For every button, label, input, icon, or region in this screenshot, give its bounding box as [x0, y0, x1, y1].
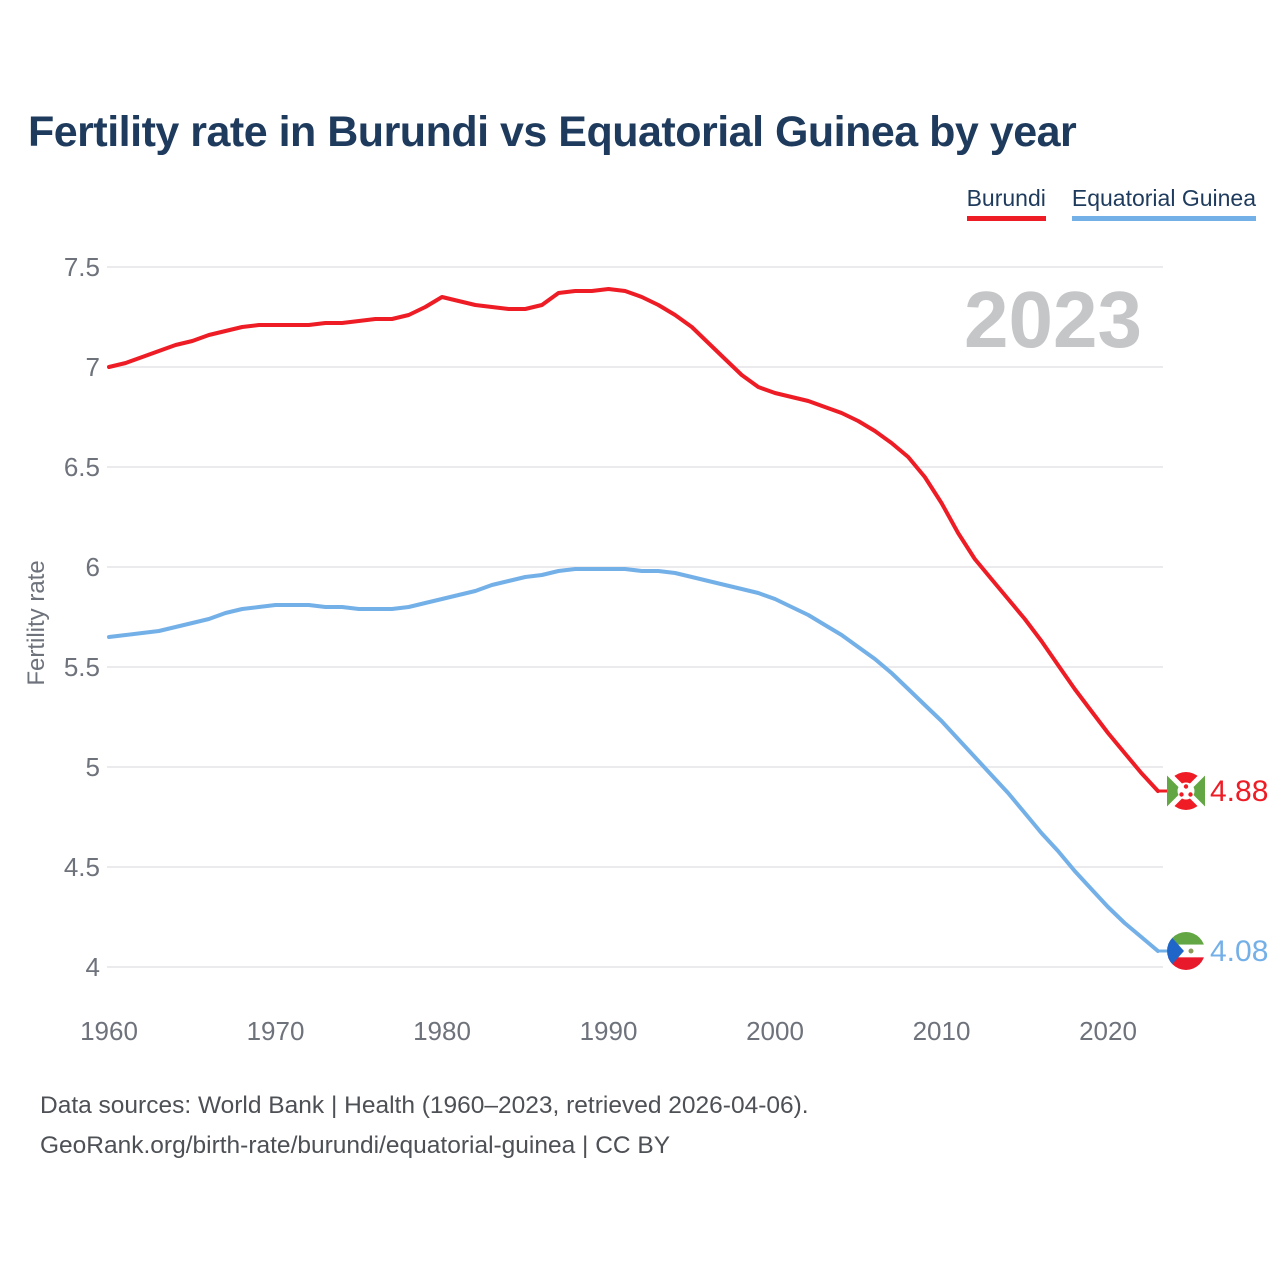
- flag-left: [1167, 772, 1186, 810]
- x-tick-label: 2020: [1079, 1016, 1137, 1046]
- x-tick-label: 1990: [580, 1016, 638, 1046]
- footer-sources: Data sources: World Bank | Health (1960–…: [40, 1092, 809, 1119]
- y-axis-title: Fertility rate: [23, 560, 50, 685]
- flag-star: [1179, 792, 1184, 797]
- flag-right: [1186, 772, 1205, 810]
- equatorial-guinea-end-value: 4.08: [1210, 935, 1268, 968]
- x-tick-label: 1970: [247, 1016, 305, 1046]
- y-tick-label: 5: [86, 752, 100, 782]
- y-tick-label: 7: [86, 352, 100, 382]
- y-tick-label: 4: [86, 952, 100, 982]
- y-tick-label: 6: [86, 552, 100, 582]
- flag-triangle: [1167, 932, 1184, 970]
- burundi-line: [107, 287, 1160, 793]
- x-tick-label: 2010: [913, 1016, 971, 1046]
- burundi-flag-icon: [1165, 770, 1207, 812]
- flag-star: [1188, 792, 1193, 797]
- burundi-end-value: 4.88: [1210, 775, 1268, 808]
- y-tick-label: 7.5: [64, 252, 100, 282]
- footer-attribution: GeoRank.org/birth-rate/burundi/equatoria…: [40, 1132, 671, 1159]
- page-title: Fertility rate in Burundi vs Equatorial …: [28, 108, 1077, 156]
- footer: Data sources: World Bank | Health (1960–…: [40, 1086, 809, 1166]
- x-tick-label: 1980: [413, 1016, 471, 1046]
- y-tick-label: 6.5: [64, 452, 100, 482]
- equatorial-guinea-flag-icon: [1167, 932, 1205, 970]
- legend-item-burundi[interactable]: Burundi: [966, 185, 1046, 221]
- flag-band-green: [1167, 932, 1205, 945]
- x-tick-label: 1960: [80, 1016, 138, 1046]
- flag-band-red: [1167, 957, 1205, 970]
- equatorial-guinea-line: [107, 567, 1160, 953]
- flag-star: [1183, 784, 1189, 789]
- y-tick-label: 5.5: [64, 652, 100, 682]
- legend-item-equatorial-guinea[interactable]: Equatorial Guinea: [1071, 185, 1256, 221]
- watermark-year: 2023: [964, 275, 1142, 364]
- legend: Burundi Equatorial Guinea: [966, 185, 1256, 221]
- x-tick-label: 2000: [746, 1016, 804, 1046]
- y-tick-label: 4.5: [64, 852, 100, 882]
- flag-emblem: [1188, 948, 1194, 954]
